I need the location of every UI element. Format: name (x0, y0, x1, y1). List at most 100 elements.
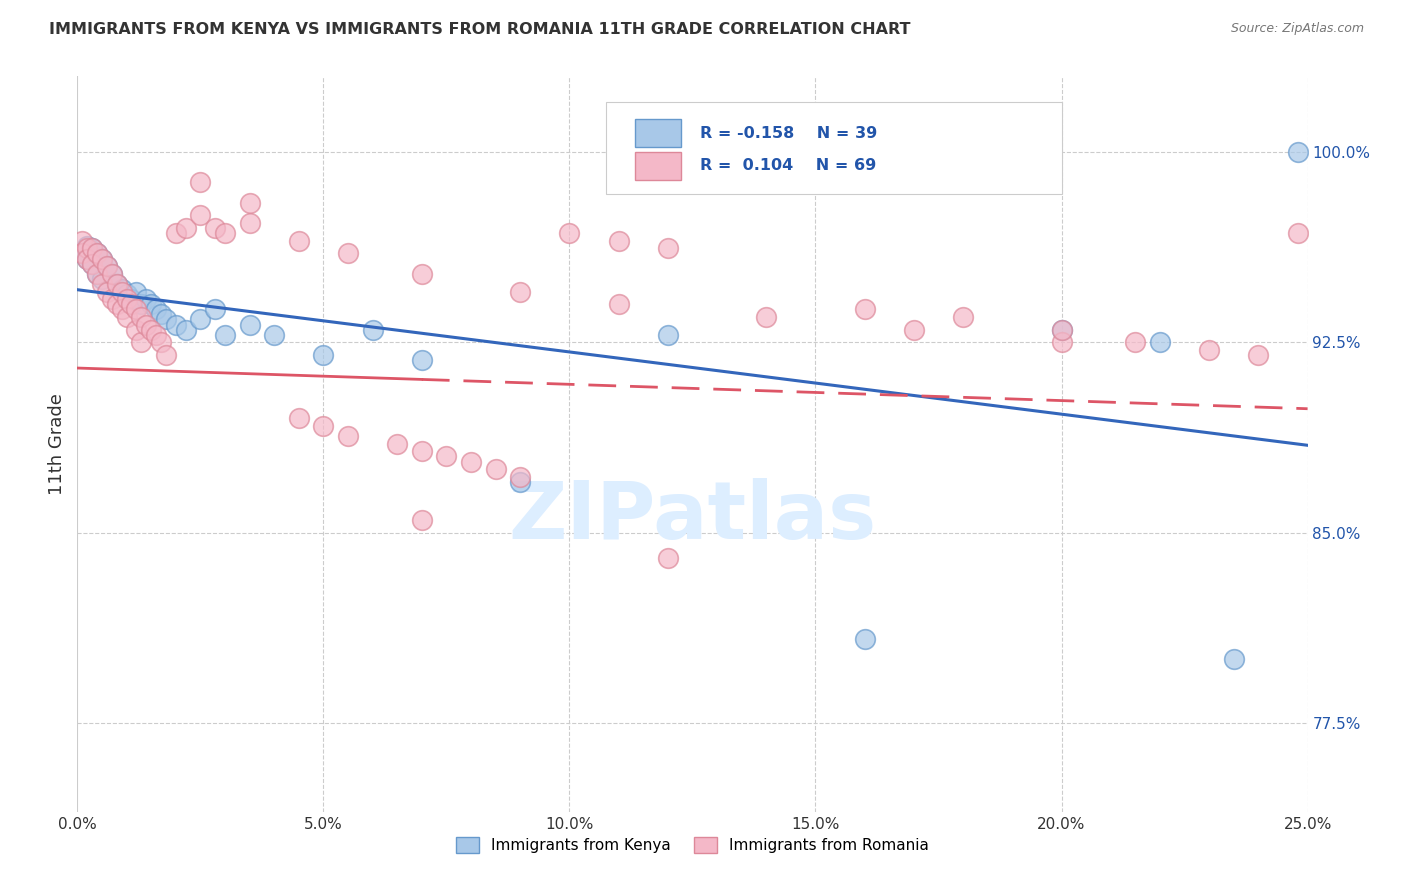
Point (86, 246, 108, 260)
Point (288, 411, 311, 425)
Point (101, 292, 124, 306)
Point (86, 267, 108, 281)
Legend: Immigrants from Kenya, Immigrants from Romania: Immigrants from Kenya, Immigrants from R… (450, 831, 935, 859)
Point (145, 327, 167, 342)
Text: ZIPatlas: ZIPatlas (509, 478, 876, 557)
Point (115, 287, 138, 301)
Point (1247, 348, 1270, 362)
Point (105, 277, 128, 291)
Point (509, 469, 531, 483)
Text: Source: ZipAtlas.com: Source: ZipAtlas.com (1230, 22, 1364, 36)
Point (70, 246, 93, 260)
Point (125, 285, 148, 299)
Point (70, 234, 93, 248)
Point (129, 297, 153, 311)
Point (86, 246, 108, 260)
Point (337, 246, 360, 260)
Point (105, 277, 128, 291)
Point (239, 318, 262, 332)
Point (96, 285, 118, 299)
Point (1125, 335, 1147, 350)
Point (657, 327, 679, 342)
Point (115, 310, 138, 324)
Point (101, 267, 124, 281)
Point (76, 252, 98, 266)
Point (90, 252, 114, 266)
Point (82, 241, 104, 255)
Point (1286, 145, 1309, 159)
Point (101, 267, 124, 281)
Point (121, 297, 143, 311)
Point (111, 302, 132, 317)
Point (105, 297, 128, 311)
Point (263, 327, 285, 342)
Point (460, 454, 482, 468)
Point (312, 348, 335, 362)
Point (239, 195, 262, 210)
Point (82, 257, 104, 271)
Point (411, 353, 433, 368)
Point (115, 292, 138, 306)
Point (337, 429, 360, 443)
Point (90, 252, 114, 266)
Point (111, 285, 132, 299)
Point (188, 175, 212, 189)
Point (155, 348, 177, 362)
Text: R =  0.104    N = 69: R = 0.104 N = 69 (700, 158, 876, 173)
Point (165, 226, 187, 240)
Point (657, 551, 679, 566)
Point (150, 307, 173, 321)
Point (903, 322, 925, 336)
FancyBboxPatch shape (634, 152, 682, 179)
Text: IMMIGRANTS FROM KENYA VS IMMIGRANTS FROM ROMANIA 11TH GRADE CORRELATION CHART: IMMIGRANTS FROM KENYA VS IMMIGRANTS FROM… (49, 22, 911, 37)
Point (204, 221, 226, 235)
Point (135, 292, 157, 306)
Point (82, 241, 104, 255)
Point (214, 226, 236, 240)
Point (411, 444, 433, 458)
Point (129, 335, 153, 350)
Point (1149, 335, 1171, 350)
Point (125, 322, 148, 336)
Point (204, 302, 226, 317)
Point (411, 513, 433, 527)
Text: R = -0.158    N = 39: R = -0.158 N = 39 (700, 126, 877, 141)
Point (174, 322, 197, 336)
Point (111, 282, 132, 296)
Point (150, 335, 173, 350)
Point (239, 216, 262, 230)
Point (385, 436, 409, 450)
Point (853, 632, 876, 647)
Point (1286, 226, 1309, 240)
Point (135, 318, 157, 332)
Point (145, 302, 167, 317)
Point (1050, 335, 1073, 350)
Point (125, 302, 148, 317)
Point (90, 277, 114, 291)
Point (657, 241, 679, 255)
Point (1050, 322, 1073, 336)
Point (485, 462, 508, 476)
Point (155, 312, 177, 326)
Point (174, 221, 197, 235)
Point (129, 310, 153, 324)
Point (70, 246, 93, 260)
Point (76, 239, 98, 253)
Point (952, 310, 974, 324)
Point (188, 208, 212, 222)
Point (607, 234, 630, 248)
Point (411, 267, 433, 281)
FancyBboxPatch shape (606, 102, 1062, 194)
Point (755, 310, 778, 324)
Y-axis label: 11th Grade: 11th Grade (48, 392, 66, 495)
Point (76, 241, 98, 255)
Point (361, 322, 384, 336)
Point (121, 292, 143, 306)
Point (86, 267, 108, 281)
Point (312, 419, 335, 434)
Point (165, 318, 187, 332)
Point (96, 259, 118, 273)
Point (288, 234, 311, 248)
Point (509, 285, 531, 299)
Point (436, 450, 458, 464)
